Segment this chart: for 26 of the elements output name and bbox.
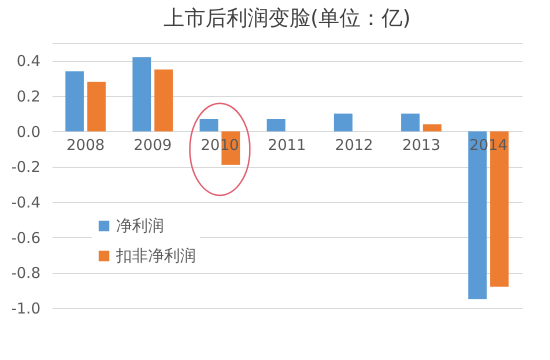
y-tick-label: 0.2 <box>16 88 40 106</box>
bar <box>132 57 152 132</box>
bar <box>65 71 84 132</box>
y-tick-label: -0.8 <box>11 264 40 282</box>
x-tick-label: 2013 <box>402 136 440 154</box>
y-tick-label: -0.4 <box>11 194 40 212</box>
bar <box>200 118 218 132</box>
x-tick-label: 2011 <box>268 136 306 154</box>
x-tick-label: 2009 <box>134 136 172 154</box>
x-tick-label: 2008 <box>66 136 105 154</box>
y-tick-label: -0.2 <box>11 158 40 176</box>
bar <box>334 114 353 132</box>
y-tick-label: 0.4 <box>16 52 40 70</box>
x-tick-label: 2014 <box>469 136 508 154</box>
chart-title: 上市后利润变脸(单位：亿) <box>163 6 411 30</box>
y-tick-label: -0.6 <box>11 228 40 247</box>
legend-label: 净利润 <box>116 216 164 235</box>
bar <box>87 82 106 132</box>
bar <box>154 70 173 132</box>
x-tick-label: 2012 <box>335 136 374 154</box>
y-tick-label: -1.0 <box>11 300 40 318</box>
bar <box>266 118 286 132</box>
y-tick-label: 0.0 <box>16 122 40 141</box>
legend-label: 扣非净利润 <box>115 246 196 265</box>
bar <box>401 114 420 132</box>
bar <box>422 124 442 132</box>
